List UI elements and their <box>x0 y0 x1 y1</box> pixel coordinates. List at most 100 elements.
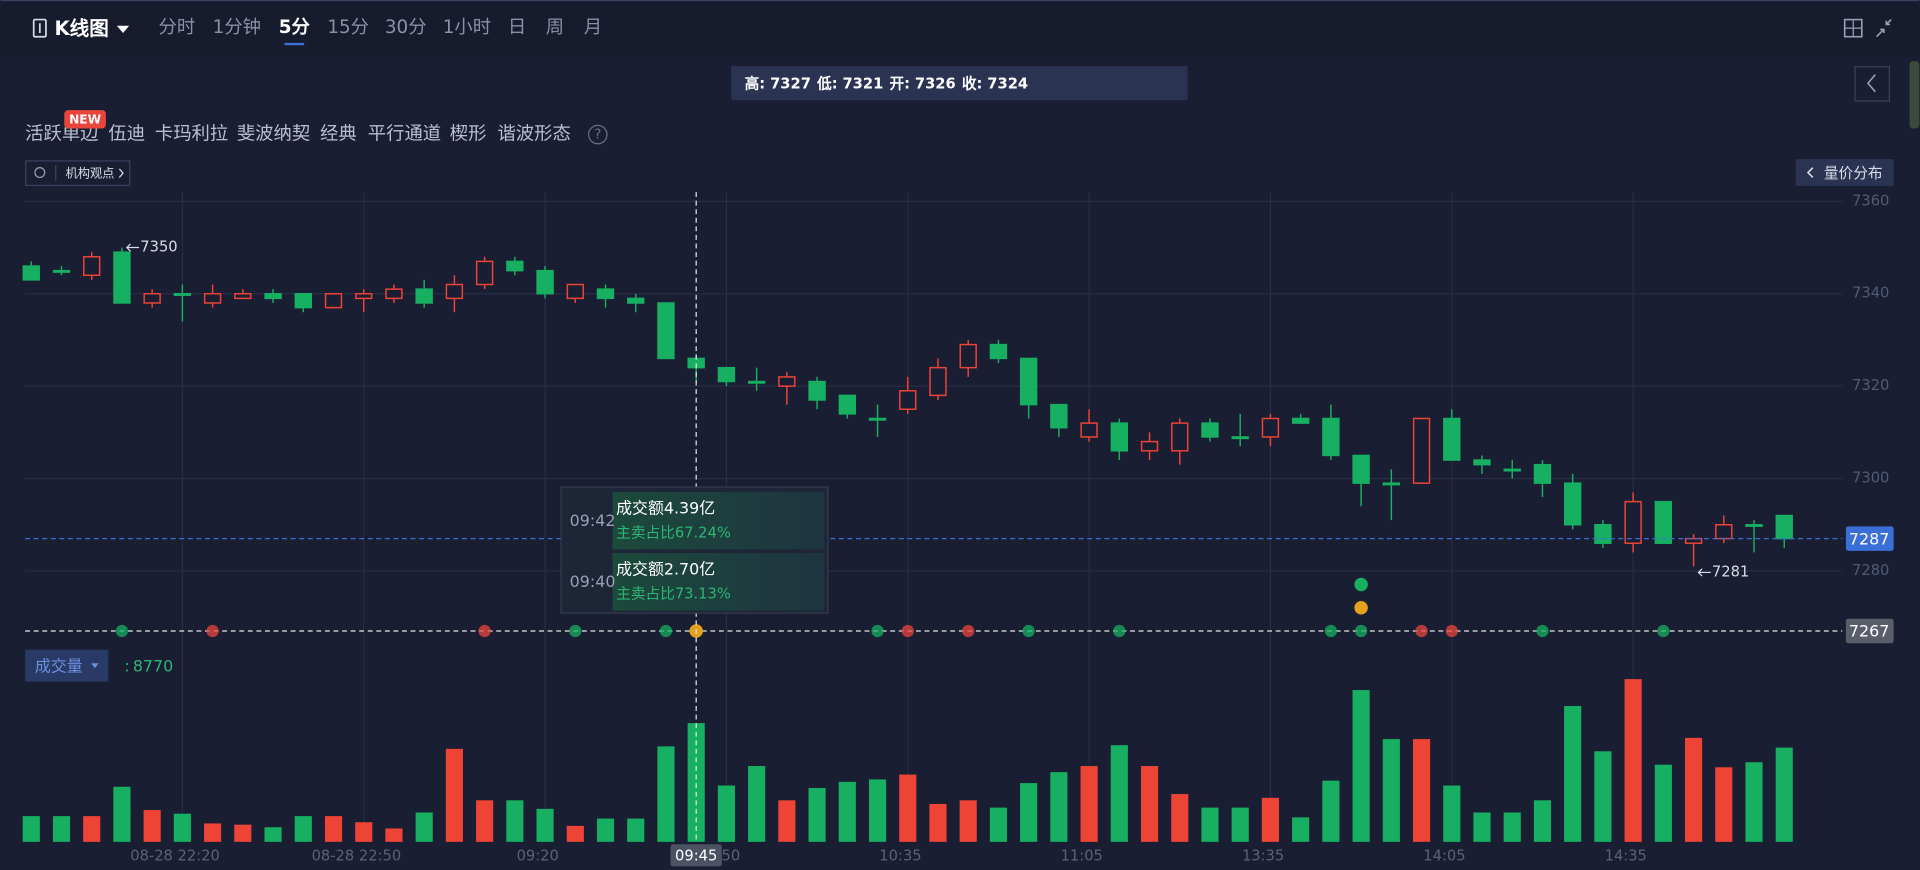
volume-bar <box>143 810 161 842</box>
volume-bar <box>1624 679 1642 842</box>
y-tick-label: 7280 <box>1852 562 1889 579</box>
ohlc-value: 7321 <box>842 75 883 92</box>
tool-item[interactable]: 平行通道 <box>368 124 441 145</box>
y-tick-label: 7300 <box>1852 470 1889 487</box>
tool-item[interactable]: 楔形 <box>450 124 487 145</box>
period-tab[interactable]: 1分钟 <box>213 17 261 38</box>
collapse-button[interactable] <box>1854 66 1890 102</box>
chart-type-icon[interactable] <box>32 18 47 38</box>
candle-body <box>838 394 856 415</box>
help-icon[interactable] <box>588 124 608 145</box>
institution-view[interactable]: 机构观点 <box>66 165 115 180</box>
tooltip-time: 09:42 <box>570 511 616 530</box>
institution-view-button[interactable] <box>25 160 131 186</box>
candle-body <box>385 288 403 300</box>
candle-body <box>1443 417 1461 461</box>
tool-item[interactable]: 活跃单边 <box>25 124 98 145</box>
tool-item[interactable]: 斐波纳契 <box>237 124 310 145</box>
volume-separator: : <box>124 656 129 675</box>
candle-body <box>415 288 433 304</box>
y-tick-label: 7360 <box>1852 192 1889 209</box>
volume-bar <box>1533 800 1552 842</box>
candle-body <box>203 293 222 304</box>
volume-bar <box>1110 745 1128 842</box>
volume-bar <box>1715 767 1733 842</box>
tool-item[interactable]: 谐波形态 <box>497 124 570 145</box>
candle-body <box>1745 524 1763 527</box>
candle-body <box>657 302 675 360</box>
volume-bar <box>1050 772 1068 842</box>
signal-icon <box>1324 624 1337 638</box>
period-tab[interactable]: 周 <box>546 17 564 38</box>
candle-body <box>929 366 947 397</box>
volume-indicator-name[interactable]: 成交量 <box>35 656 83 675</box>
volume-bar <box>1382 739 1400 842</box>
shrink-icon[interactable] <box>1875 19 1892 38</box>
candle-body <box>808 380 826 401</box>
volume-bar <box>1231 807 1249 842</box>
period-tab[interactable]: 日 <box>508 17 526 38</box>
volume-bar <box>1503 812 1521 842</box>
tool-item[interactable]: 伍迪 <box>108 124 145 145</box>
volume-bar <box>899 774 917 842</box>
candle-body <box>1201 422 1219 438</box>
volume-bar <box>838 781 856 842</box>
candle-body <box>1563 482 1582 526</box>
scrollbar[interactable] <box>1909 61 1920 129</box>
ohlc-text: 高: 7327 低: 7321 开: 7326 收: 7324 <box>745 74 1028 92</box>
x-tick-label: 14:05 <box>1423 848 1465 865</box>
signal-icon <box>1113 624 1126 638</box>
x-tick-label: 08-28 22:50 <box>312 848 402 865</box>
candle-body <box>52 269 71 273</box>
chart-type[interactable]: K线图 <box>55 17 109 40</box>
volume-profile[interactable]: 量价分布 <box>1824 165 1883 182</box>
ohlc-value: 7324 <box>987 75 1028 92</box>
candle-body <box>1533 463 1552 484</box>
volume-bar <box>808 787 826 842</box>
signal-icon <box>1354 624 1368 638</box>
volume-bar <box>657 746 675 842</box>
signal-icon <box>1354 577 1368 592</box>
ohlc-value: 7326 <box>915 75 956 92</box>
candle-body <box>475 260 494 286</box>
price-line-label-box <box>1845 526 1894 551</box>
volume-profile-button[interactable] <box>1795 159 1894 186</box>
volume-bar <box>173 813 191 842</box>
tooltip-row <box>612 553 825 611</box>
ohlc-value: 7327 <box>770 75 811 92</box>
candle-body <box>868 417 887 421</box>
candle-body <box>506 260 524 272</box>
volume-bar <box>1171 794 1189 842</box>
tool-item[interactable]: 卡玛利拉 <box>155 124 228 145</box>
volume-bar <box>868 779 887 842</box>
tooltip-amount: 成交额2.70亿 <box>616 560 715 579</box>
volume-value: 8770 <box>133 656 173 675</box>
signal-icon <box>1657 624 1670 638</box>
candle-body <box>294 293 312 309</box>
candle-body <box>1412 417 1431 484</box>
period-tab[interactable]: 月 <box>584 17 602 38</box>
chart-type-caret[interactable] <box>116 25 130 34</box>
candle-body <box>445 283 464 300</box>
period-tab[interactable]: 5分 <box>279 17 311 38</box>
period-tab[interactable]: 1小时 <box>443 17 491 38</box>
extreme-label: 7350 <box>140 239 177 256</box>
signal-icon <box>206 624 219 638</box>
collapse-arrow <box>1866 74 1876 93</box>
period-tab[interactable]: 分时 <box>159 17 196 38</box>
layout-icon[interactable] <box>1843 18 1863 38</box>
volume-bar <box>778 800 796 842</box>
institution-icon <box>34 167 46 179</box>
volume-bar <box>1685 737 1703 842</box>
volume-bar <box>1473 812 1491 842</box>
volume-bar <box>204 823 222 842</box>
tool-item[interactable]: 经典 <box>320 124 357 145</box>
period-tab[interactable]: 15分 <box>327 17 369 38</box>
period-tab[interactable]: 30分 <box>385 17 427 38</box>
candle-body <box>959 343 977 369</box>
candle-body <box>1352 454 1370 484</box>
volume-bar <box>1020 783 1038 842</box>
x-tick-label: 09:20 <box>517 848 559 865</box>
volume-bar <box>566 825 584 842</box>
